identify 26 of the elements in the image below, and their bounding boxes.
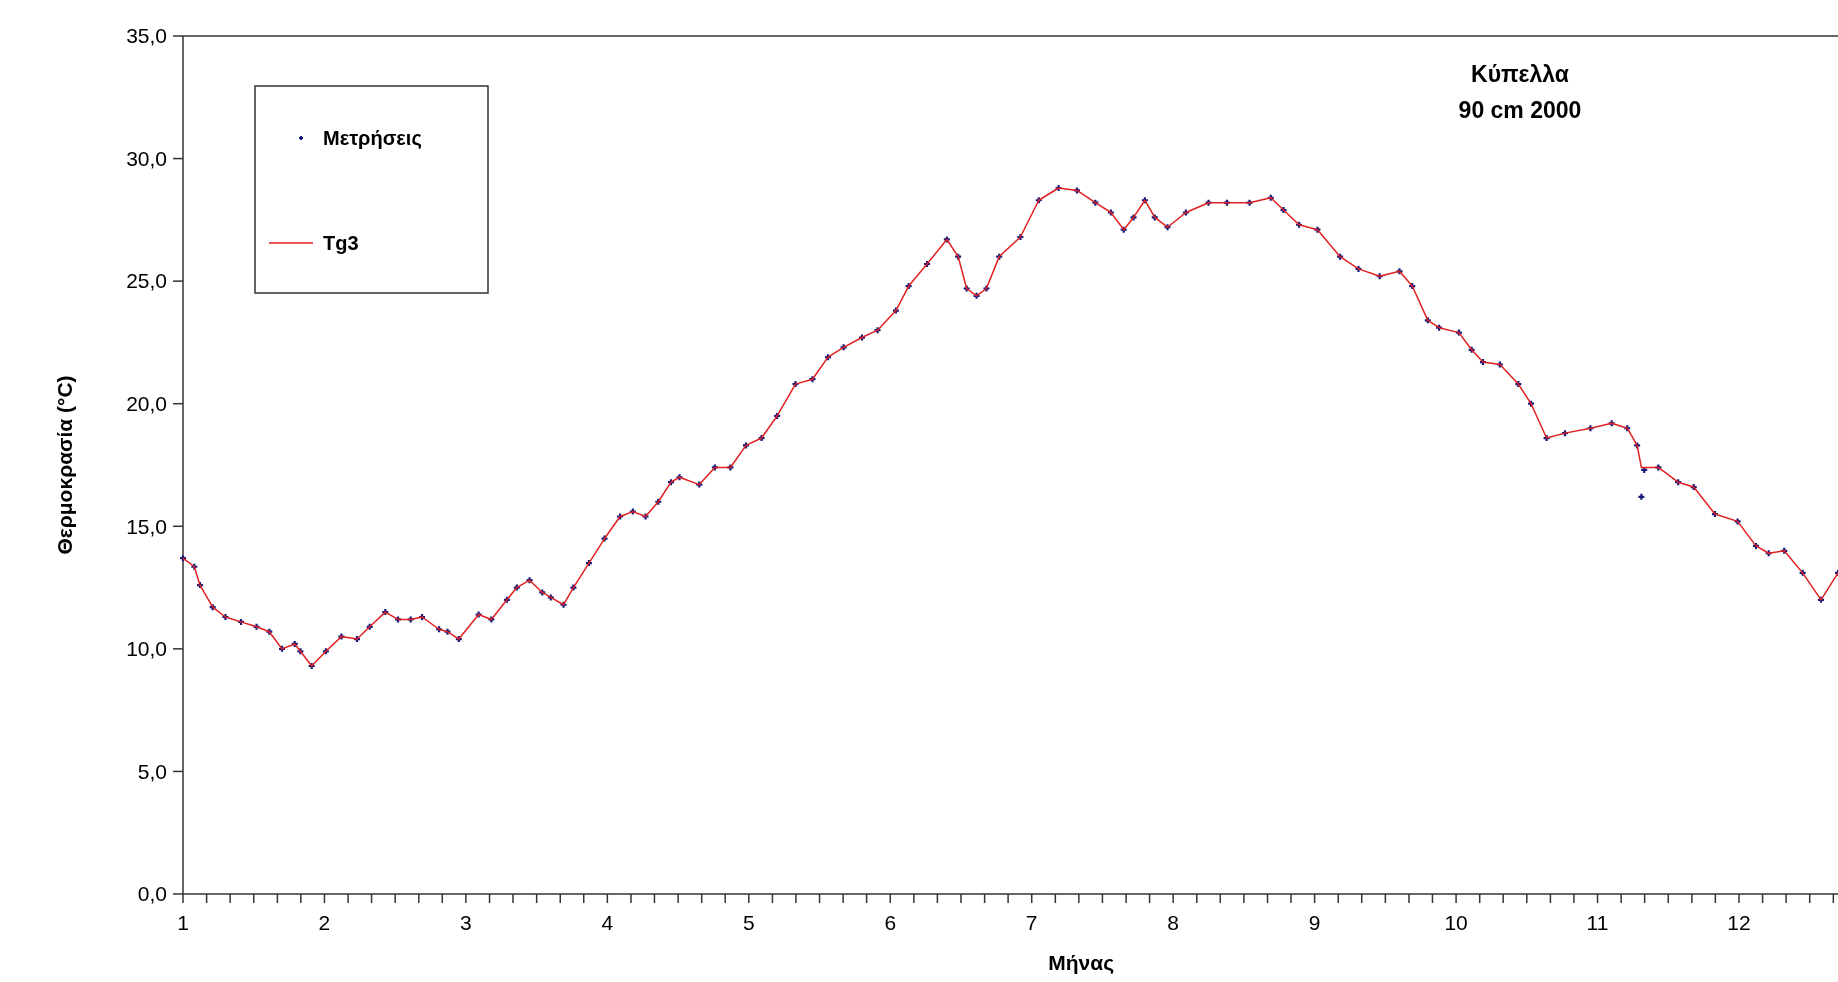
x-tick-label: 6 bbox=[884, 911, 897, 934]
x-tick-label: 5 bbox=[742, 911, 755, 934]
x-tick-label: 2 bbox=[318, 911, 331, 934]
text: Κύπελλα bbox=[1471, 61, 1569, 87]
x-tick-label: 9 bbox=[1308, 911, 1321, 934]
y-tick-label: 5,0 bbox=[137, 759, 167, 783]
x-tick-label: 11 bbox=[1586, 911, 1609, 934]
y-axis-title: Θερμοκρασία (°C) bbox=[53, 375, 76, 555]
y-tick-label: 15,0 bbox=[126, 514, 167, 538]
y-tick-label: 25,0 bbox=[126, 269, 167, 293]
x-tick-label: 3 bbox=[460, 911, 472, 934]
x-tick-label: 12 bbox=[1727, 911, 1751, 934]
y-tick-label: 30,0 bbox=[126, 146, 167, 170]
x-tick-label: 7 bbox=[1025, 911, 1038, 934]
legend-label: Μετρήσεις bbox=[323, 127, 422, 149]
y-tick-label: 20,0 bbox=[126, 392, 167, 416]
legend-label: Tg3 bbox=[323, 232, 359, 254]
x-axis-title: Μήνας bbox=[1048, 951, 1115, 975]
y-tick-label: 0,0 bbox=[137, 882, 167, 906]
y-tick-label: 35,0 bbox=[126, 24, 167, 48]
x-tick-label: 1 bbox=[177, 911, 189, 934]
x-tick-label: 4 bbox=[601, 911, 614, 934]
x-tick-label: 8 bbox=[1167, 911, 1180, 934]
y-tick-label: 10,0 bbox=[126, 637, 167, 661]
x-tick-label: 10 bbox=[1444, 911, 1468, 934]
text: 90 cm 2000 bbox=[1458, 97, 1582, 123]
